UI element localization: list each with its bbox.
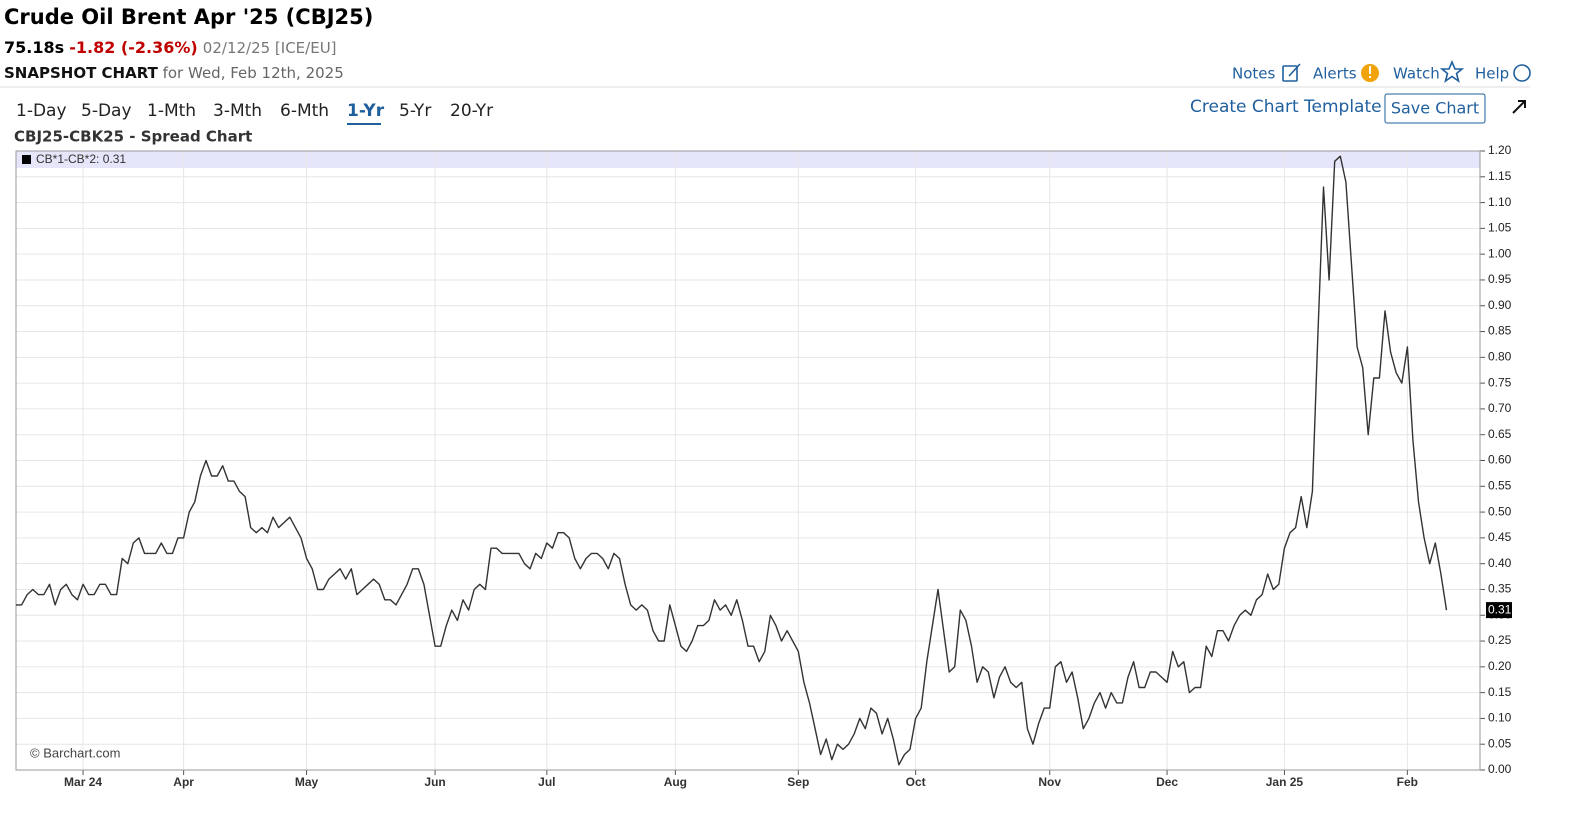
y-tick-label: 0.75: [1488, 375, 1512, 389]
y-tick-label: 0.35: [1488, 582, 1512, 596]
period-button[interactable]: 20-Yr: [450, 101, 493, 121]
last-value-box: [1486, 602, 1512, 619]
snapshot-date: for Wed, Feb 12th, 2025: [163, 64, 344, 82]
last-value-label: 0.31: [1488, 602, 1512, 616]
y-tick-label: 1.00: [1488, 246, 1512, 260]
x-tick-label: Mar 24: [64, 775, 102, 789]
period-button[interactable]: 5-Day: [81, 101, 132, 121]
help-icon: [1513, 64, 1531, 82]
plot: 0.000.050.100.150.200.250.300.350.400.45…: [15, 143, 1512, 789]
change: -1.82 (-2.36%): [69, 38, 197, 57]
alerts-mark: [1369, 66, 1371, 74]
y-tick-label: 0.55: [1488, 478, 1512, 492]
period-selector: 1-Day 5-Day 1-Mth 3-Mth 6-Mth 1-Yr 5-Yr 20-Yr: [16, 101, 493, 125]
x-tick-label: Jun: [424, 775, 445, 789]
x-tick-label: May: [295, 775, 319, 789]
y-tick-label: 0.00: [1488, 762, 1512, 776]
chart-title: CBJ25-CBK25 - Spread Chart: [14, 128, 252, 146]
save-label[interactable]: Save Chart: [1391, 99, 1479, 118]
title: Crude Oil Brent Apr '25 (CBJ25): [4, 5, 373, 29]
snapshot: SNAPSHOT CHART: [4, 64, 159, 82]
y-tick-label: 0.80: [1488, 350, 1512, 364]
y-tick-label: 0.95: [1488, 272, 1512, 286]
create-template[interactable]: Create Chart Template: [1190, 97, 1382, 117]
y-tick-label: 0.50: [1488, 504, 1512, 518]
x-tick-label: Apr: [173, 775, 194, 789]
snapshot-line: SNAPSHOT CHART for Wed, Feb 12th, 2025: [4, 64, 344, 82]
legend-label: CB*1-CB*2: 0.31: [36, 152, 126, 166]
expand-icon: [1512, 100, 1526, 114]
period-button[interactable]: 5-Yr: [399, 101, 431, 121]
watch-icon: [1439, 59, 1465, 83]
period-underline: [347, 123, 381, 125]
y-tick-label: 0.05: [1488, 736, 1512, 750]
legend-swatch: [22, 155, 31, 164]
period-button[interactable]: 1-Yr: [347, 101, 385, 121]
y-tick-label: 0.20: [1488, 659, 1512, 673]
period-button[interactable]: 3-Mth: [213, 101, 262, 121]
y-tick-label: 1.20: [1488, 143, 1512, 157]
legend-band: [16, 151, 1480, 168]
x-tick-label: Dec: [1156, 775, 1178, 789]
y-tick-label: 0.85: [1488, 324, 1512, 338]
y-tick-label: 0.25: [1488, 633, 1512, 647]
y-tick-label: 0.45: [1488, 530, 1512, 544]
period-button[interactable]: 6-Mth: [280, 101, 329, 121]
quote-date: 02/12/25 [ICE/EU]: [203, 39, 337, 57]
plot-frame: [15, 150, 1481, 771]
x-tick-label: Feb: [1397, 775, 1418, 789]
y-tick-label: 0.70: [1488, 401, 1512, 415]
y-tick-label: 1.10: [1488, 195, 1512, 209]
header-link[interactable]: Notes: [1232, 65, 1276, 83]
y-tick-label: 1.15: [1488, 169, 1512, 183]
credit: © Barchart.com: [30, 745, 121, 760]
notes-icon: [1282, 65, 1298, 82]
x-tick-label: Jul: [538, 775, 555, 789]
y-tick-label: 0.10: [1488, 711, 1512, 725]
x-tick-label: Oct: [906, 775, 926, 789]
save-button[interactable]: [1384, 93, 1486, 124]
alerts-dot: [1369, 76, 1371, 78]
icons: [1282, 59, 1531, 114]
notes-pen: [1288, 63, 1301, 77]
price: 75.18s: [4, 38, 64, 57]
header-link[interactable]: Watch: [1393, 65, 1440, 83]
x-tick-label: Jan 25: [1266, 775, 1304, 789]
x-tick-label: Aug: [664, 775, 687, 789]
quote-line: 75.18s -1.82 (-2.36%) 02/12/25 [ICE/EU]: [4, 38, 337, 57]
series-line: [16, 155, 1448, 766]
period-button[interactable]: 1-Day: [16, 101, 67, 121]
y-tick-label: 1.05: [1488, 221, 1512, 235]
x-tick-label: Sep: [787, 775, 809, 789]
y-tick-label: 0.15: [1488, 685, 1512, 699]
y-tick-label: 0.60: [1488, 453, 1512, 467]
header-links: Notes Alerts Watch Help: [1232, 65, 1509, 83]
header-link[interactable]: Help: [1475, 65, 1509, 83]
y-tick-label: 0.65: [1488, 427, 1512, 441]
x-tick-label: Nov: [1038, 775, 1061, 789]
y-tick-label: 0.40: [1488, 556, 1512, 570]
header-link[interactable]: Alerts: [1313, 65, 1357, 83]
y-tick-label: 0.90: [1488, 298, 1512, 312]
period-button[interactable]: 1-Mth: [147, 101, 196, 121]
